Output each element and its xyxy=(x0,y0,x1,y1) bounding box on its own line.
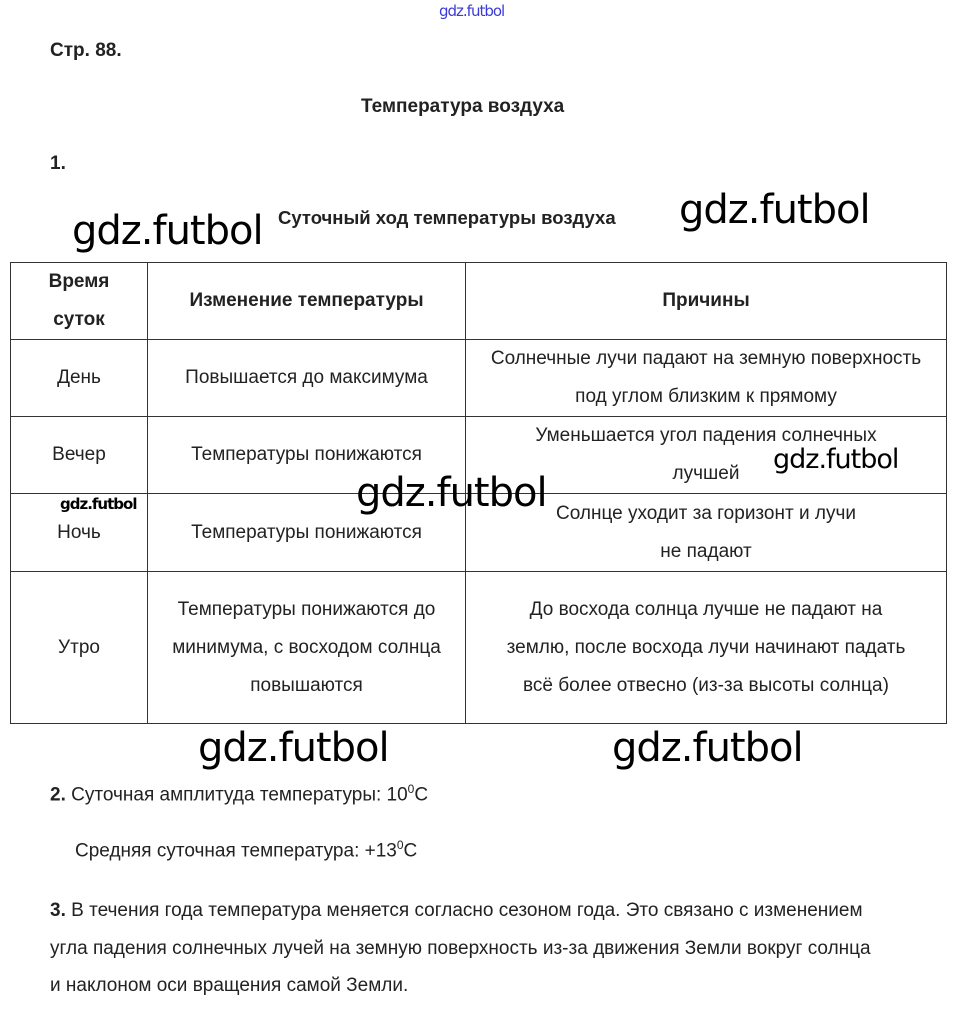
unit: C xyxy=(403,840,418,862)
unit: C xyxy=(414,784,429,806)
task3-text: В течения года температура меняется согл… xyxy=(50,900,871,996)
task2-amplitude: 2. Суточная амплитуда температуры: 100C xyxy=(50,782,428,806)
cell-change: Температуры понижаются xyxy=(147,416,466,494)
watermark: gdz.futbol xyxy=(612,725,804,771)
cell-change: Температуры понижаются до минимума, с во… xyxy=(147,571,466,724)
watermark: gdz.futbol xyxy=(198,725,390,771)
watermark: gdz.futbol xyxy=(60,495,137,513)
table-header-row: Время суток Изменение температуры Причин… xyxy=(10,262,947,340)
degree-sup: 0 xyxy=(407,782,415,796)
watermark-top: gdz.futbol xyxy=(439,2,505,20)
cell-time: Ночь xyxy=(10,493,148,572)
cell-change: Повышается до максимума xyxy=(147,339,466,417)
cell-time: Утро xyxy=(10,571,148,724)
page-label: Стр. 88. xyxy=(50,40,122,61)
watermark: gdz.futbol xyxy=(356,470,548,516)
watermark: gdz.futbol xyxy=(679,187,871,233)
mean-text: Средняя суточная температура: +13 xyxy=(75,840,397,862)
cell-reason: Солнечные лучи падают на земную поверхно… xyxy=(465,339,947,417)
amplitude-text: Суточная амплитуда температуры: 10 xyxy=(71,784,408,806)
table-row: Вечер Температуры понижаются Уменьшается… xyxy=(10,416,947,494)
header-time: Время суток xyxy=(10,262,148,340)
cell-time: День xyxy=(10,339,148,417)
task3-number: 3. xyxy=(50,900,66,921)
task3: 3. В течения года температура меняется с… xyxy=(50,892,880,1005)
cell-reason: До восхода солнца лучше не падают на зем… xyxy=(465,571,947,724)
table-row: День Повышается до максимума Солнечные л… xyxy=(10,339,947,417)
table-title: Суточный ход температуры воздуха xyxy=(278,207,616,228)
header-reason: Причины xyxy=(465,262,947,340)
table-row: Утро Температуры понижаются до минимума,… xyxy=(10,571,947,724)
cell-reason: Солнце уходит за горизонт и лучи не пада… xyxy=(465,493,947,572)
header-change: Изменение температуры xyxy=(147,262,466,340)
watermark: gdz.futbol xyxy=(72,208,264,254)
watermark: gdz.futbol xyxy=(773,444,899,475)
task2-mean: Средняя суточная температура: +130C xyxy=(75,838,417,862)
temperature-table: Время суток Изменение температуры Причин… xyxy=(10,262,947,724)
page-title: Температура воздуха xyxy=(361,96,565,117)
cell-change: Температуры понижаются xyxy=(147,493,466,572)
task2-number: 2. xyxy=(50,784,66,806)
cell-time: Вечер xyxy=(10,416,148,494)
degree-sup: 0 xyxy=(396,838,404,852)
cell-reason: Уменьшается угол падения солнечных лучше… xyxy=(465,416,947,494)
table-row: Ночь Температуры понижаются Солнце уходи… xyxy=(10,493,947,572)
task1-number: 1. xyxy=(50,153,66,174)
